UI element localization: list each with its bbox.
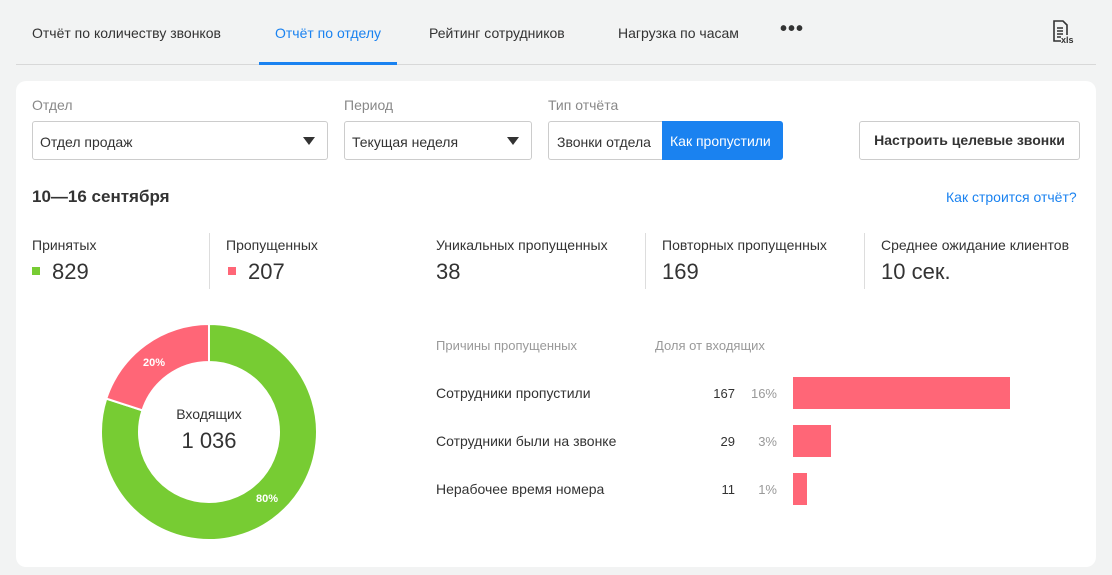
divider xyxy=(864,233,865,289)
chevron-down-icon xyxy=(507,137,519,145)
period-label: Период xyxy=(344,97,394,113)
tab-hourly-load[interactable]: Нагрузка по часам xyxy=(618,25,739,41)
accepted-value: 829 xyxy=(32,259,89,285)
tab-department[interactable]: Отчёт по отделу xyxy=(275,25,382,41)
accepted-dot-icon xyxy=(32,267,40,276)
chevron-down-icon xyxy=(303,137,315,145)
reasons-header: Причины пропущенных xyxy=(436,338,578,353)
missed-value: 207 xyxy=(228,259,285,285)
avg-wait-value: 10 сек. xyxy=(881,259,951,284)
accepted-number: 829 xyxy=(52,259,89,284)
tab-calls-count[interactable]: Отчёт по количеству звонков xyxy=(32,25,221,41)
period-value: Текущая неделя xyxy=(352,134,459,150)
donut-center-label: Входящих xyxy=(176,406,242,422)
reason-bar xyxy=(793,425,831,457)
active-tab-indicator xyxy=(259,62,397,65)
donut-center-value: 1 036 xyxy=(181,428,237,453)
incoming-donut-chart xyxy=(100,323,318,541)
reason-name: Сотрудники были на звонке xyxy=(436,433,617,449)
more-horizontal-icon[interactable]: ••• xyxy=(780,18,805,40)
accepted-label: Принятых xyxy=(32,237,97,253)
unique-missed-value: 38 xyxy=(436,259,461,284)
reason-pct: 1% xyxy=(758,482,777,497)
report-type-label: Тип отчёта xyxy=(548,97,619,113)
reason-name: Нерабочее время номера xyxy=(436,481,605,497)
reason-count: 167 xyxy=(713,386,735,401)
reason-bar xyxy=(793,473,808,505)
share-header: Доля от входящих xyxy=(655,338,765,353)
department-select[interactable]: Отдел продаж xyxy=(32,121,328,160)
divider xyxy=(645,233,646,289)
unique-missed-label: Уникальных пропущенных xyxy=(436,237,608,253)
missed-pct-label: 20% xyxy=(143,357,166,369)
reason-pct: 16% xyxy=(750,386,777,401)
tab-employee-rating[interactable]: Рейтинг сотрудников xyxy=(429,25,565,41)
missed-number: 207 xyxy=(248,259,285,284)
repeat-missed-value: 169 xyxy=(662,259,699,284)
type-how-missed[interactable]: Как пропустили xyxy=(662,121,783,160)
reason-name: Сотрудники пропустили xyxy=(436,385,591,401)
configure-target-calls-button[interactable]: Настроить целевые звонки xyxy=(859,121,1080,160)
tabs-divider xyxy=(16,64,1096,65)
reason-pct: 3% xyxy=(758,434,777,449)
donut-segment-missed xyxy=(105,323,210,412)
date-range: 10—16 сентября xyxy=(32,187,170,206)
divider xyxy=(209,233,210,289)
donut-segment-accepted xyxy=(100,323,318,541)
reason-count: 29 xyxy=(720,434,735,449)
period-select[interactable]: Текущая неделя xyxy=(344,121,532,160)
department-value: Отдел продаж xyxy=(40,134,133,150)
department-label: Отдел xyxy=(32,97,73,113)
missed-dot-icon xyxy=(228,267,236,276)
accepted-pct-label: 80% xyxy=(256,493,279,505)
reason-count: 11 xyxy=(721,482,736,497)
avg-wait-label: Среднее ожидание клиентов xyxy=(881,237,1070,253)
reason-bar xyxy=(793,377,1011,409)
help-link[interactable]: Как строится отчёт? xyxy=(946,189,1077,205)
type-department-calls[interactable]: Звонки отдела xyxy=(548,121,662,160)
xls-file-icon[interactable]: xls xyxy=(1052,20,1076,46)
missed-label: Пропущенных xyxy=(226,237,318,253)
repeat-missed-label: Повторных пропущенных xyxy=(662,237,827,253)
